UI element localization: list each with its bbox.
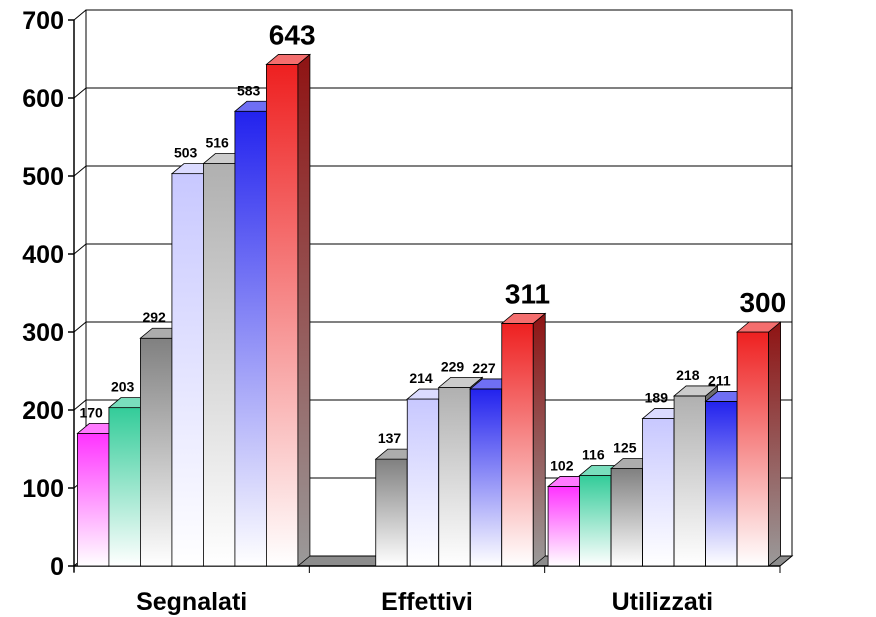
y-tick-label: 300 bbox=[22, 319, 64, 347]
bar-top bbox=[265, 54, 312, 65]
bar-front bbox=[108, 407, 141, 567]
data-label: 214 bbox=[409, 370, 433, 386]
data-label: 583 bbox=[237, 82, 261, 98]
bar-front bbox=[171, 173, 204, 567]
data-label: 311 bbox=[505, 278, 550, 309]
bar-top bbox=[437, 376, 484, 388]
data-label: 218 bbox=[676, 367, 700, 383]
bar-front bbox=[673, 395, 706, 567]
y-tick-label: 0 bbox=[50, 553, 64, 581]
gridline-connector bbox=[73, 9, 87, 21]
y-tick-label: 100 bbox=[22, 475, 64, 503]
gridline-connector bbox=[73, 321, 87, 333]
bar-front bbox=[642, 418, 675, 567]
bar-front bbox=[77, 432, 110, 567]
data-label: 227 bbox=[472, 360, 496, 376]
data-label: 125 bbox=[613, 440, 637, 456]
bar-front bbox=[406, 398, 440, 567]
gridline-connector bbox=[73, 399, 87, 411]
y-tick-label: 200 bbox=[22, 397, 64, 425]
category-label: Effettivi bbox=[381, 588, 473, 616]
y-tick-label: 700 bbox=[22, 7, 64, 35]
bar-top bbox=[500, 313, 547, 324]
data-label: 643 bbox=[269, 19, 316, 50]
bar bbox=[265, 53, 312, 567]
bar-front bbox=[375, 458, 408, 567]
bar-front bbox=[266, 64, 299, 567]
data-label: 189 bbox=[645, 390, 669, 406]
data-label: 211 bbox=[708, 372, 731, 388]
x-axis-categories: Segnalati Effettivi Utilizzati bbox=[136, 588, 713, 616]
gridline-connector bbox=[73, 165, 87, 177]
bar-side bbox=[297, 53, 311, 567]
bar-front bbox=[438, 386, 471, 567]
bar-front bbox=[610, 468, 643, 567]
bar-front bbox=[234, 110, 267, 567]
category-label: Segnalati bbox=[136, 588, 247, 616]
data-label: 516 bbox=[205, 135, 229, 151]
y-tick-label: 600 bbox=[22, 85, 64, 113]
bar-top bbox=[672, 385, 719, 397]
bar-front bbox=[705, 401, 738, 567]
bar-front bbox=[736, 331, 769, 567]
gridline-connector bbox=[73, 87, 87, 99]
data-label: 102 bbox=[550, 457, 574, 473]
y-tick-label: 500 bbox=[22, 163, 64, 191]
data-label: 116 bbox=[582, 447, 605, 463]
data-label: 170 bbox=[79, 404, 103, 420]
bars bbox=[76, 53, 782, 567]
y-axis-ticks: 0 100 200 300 400 500 600 700 bbox=[22, 7, 74, 581]
data-label: 300 bbox=[739, 287, 786, 318]
bar-top bbox=[735, 321, 782, 333]
bar-front bbox=[579, 475, 612, 567]
bar-side bbox=[532, 312, 546, 567]
category-label: Utilizzati bbox=[612, 588, 713, 616]
bar-front bbox=[501, 323, 534, 567]
data-labels: 170 203 292 503 516 583 643 137 214 229 227 311 102 1… bbox=[79, 19, 786, 473]
bar-front bbox=[547, 486, 580, 567]
bar-side bbox=[768, 321, 781, 567]
data-label: 229 bbox=[441, 358, 465, 374]
bar bbox=[735, 321, 782, 567]
gridline-connector bbox=[73, 243, 87, 255]
data-label: 292 bbox=[142, 309, 166, 325]
bar-front bbox=[469, 388, 503, 567]
data-label: 137 bbox=[378, 430, 402, 446]
data-label: 503 bbox=[174, 145, 198, 161]
bar-front bbox=[203, 163, 236, 567]
bar bbox=[500, 312, 547, 567]
data-label: 203 bbox=[111, 379, 135, 395]
y-tick-label: 400 bbox=[22, 241, 64, 269]
bar-front bbox=[140, 337, 173, 567]
